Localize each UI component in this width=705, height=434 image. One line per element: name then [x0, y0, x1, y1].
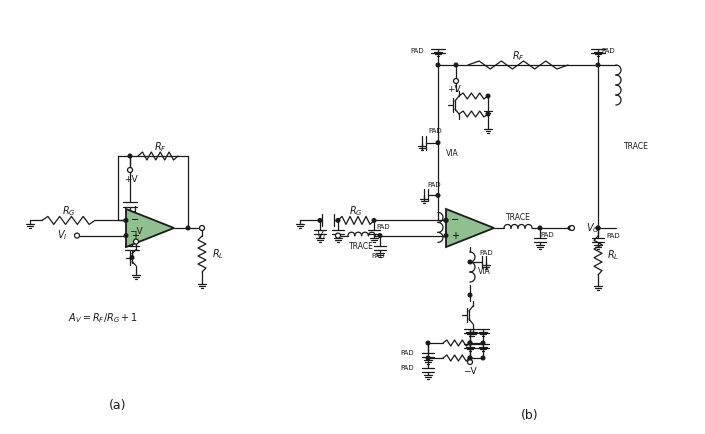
- Circle shape: [372, 219, 376, 222]
- Text: PAD: PAD: [601, 48, 615, 54]
- Circle shape: [596, 226, 600, 230]
- Text: $A_V = R_F/R_G + 1$: $A_V = R_F/R_G + 1$: [68, 311, 138, 325]
- Text: +: +: [131, 230, 139, 240]
- Text: PAD: PAD: [410, 48, 424, 54]
- Circle shape: [482, 356, 485, 360]
- Circle shape: [482, 341, 485, 345]
- Text: (b): (b): [521, 408, 539, 421]
- Circle shape: [596, 226, 600, 230]
- Text: +V: +V: [124, 174, 137, 184]
- Text: −V: −V: [463, 368, 477, 377]
- Circle shape: [444, 219, 448, 222]
- Text: TRACE: TRACE: [624, 142, 649, 151]
- Circle shape: [427, 356, 430, 360]
- Circle shape: [427, 341, 430, 345]
- Circle shape: [436, 194, 440, 197]
- Text: PAD: PAD: [400, 350, 414, 356]
- Circle shape: [568, 226, 572, 230]
- Circle shape: [133, 239, 138, 244]
- Polygon shape: [446, 209, 494, 247]
- Circle shape: [75, 233, 80, 238]
- Circle shape: [186, 226, 190, 230]
- Circle shape: [596, 63, 600, 67]
- Text: PAD: PAD: [376, 224, 390, 230]
- Text: $R_G$: $R_G$: [349, 204, 363, 218]
- Text: $V_I$: $V_I$: [316, 229, 326, 243]
- Circle shape: [468, 293, 472, 297]
- Text: PAD: PAD: [479, 250, 493, 256]
- Circle shape: [318, 219, 321, 222]
- Circle shape: [486, 94, 490, 98]
- Text: −V: −V: [129, 227, 143, 236]
- Circle shape: [467, 359, 472, 365]
- Text: −: −: [131, 215, 139, 225]
- Text: $R_G$: $R_G$: [61, 204, 75, 218]
- Text: $R_L$: $R_L$: [212, 247, 224, 261]
- Circle shape: [128, 168, 133, 172]
- Text: $R_F$: $R_F$: [512, 49, 525, 63]
- Circle shape: [436, 63, 440, 67]
- Text: PAD: PAD: [372, 253, 385, 259]
- Circle shape: [378, 234, 382, 237]
- Circle shape: [444, 234, 448, 237]
- Text: $V_I$: $V_I$: [56, 229, 67, 243]
- Circle shape: [436, 141, 440, 145]
- Circle shape: [200, 226, 204, 230]
- Text: +V: +V: [447, 85, 461, 95]
- Text: VIA: VIA: [446, 149, 459, 158]
- Text: $V_O$: $V_O$: [586, 221, 600, 235]
- Text: PAD: PAD: [400, 365, 414, 371]
- Text: (a): (a): [109, 398, 127, 411]
- Circle shape: [538, 226, 542, 230]
- Circle shape: [486, 112, 490, 116]
- Circle shape: [570, 226, 575, 230]
- Text: PAD: PAD: [606, 233, 620, 239]
- Polygon shape: [126, 209, 174, 247]
- Circle shape: [468, 341, 472, 345]
- Text: PAD: PAD: [428, 128, 442, 134]
- Text: PAD: PAD: [540, 232, 553, 238]
- Circle shape: [128, 154, 132, 158]
- Text: $R_F$: $R_F$: [154, 140, 166, 154]
- Circle shape: [468, 356, 472, 360]
- Text: +: +: [451, 230, 459, 240]
- Circle shape: [444, 219, 448, 222]
- Circle shape: [468, 356, 472, 360]
- Text: TRACE: TRACE: [349, 242, 374, 251]
- Circle shape: [336, 219, 340, 222]
- Circle shape: [468, 260, 472, 264]
- Circle shape: [336, 233, 341, 238]
- Text: VIA: VIA: [478, 266, 491, 276]
- Circle shape: [468, 341, 472, 345]
- Text: TRACE: TRACE: [505, 214, 530, 223]
- Circle shape: [124, 234, 128, 237]
- Text: PAD: PAD: [427, 182, 441, 188]
- Circle shape: [130, 256, 134, 260]
- Circle shape: [124, 219, 128, 222]
- Circle shape: [453, 79, 458, 83]
- Text: $R_L$: $R_L$: [607, 249, 619, 263]
- Circle shape: [454, 63, 458, 67]
- Text: −: −: [451, 215, 459, 225]
